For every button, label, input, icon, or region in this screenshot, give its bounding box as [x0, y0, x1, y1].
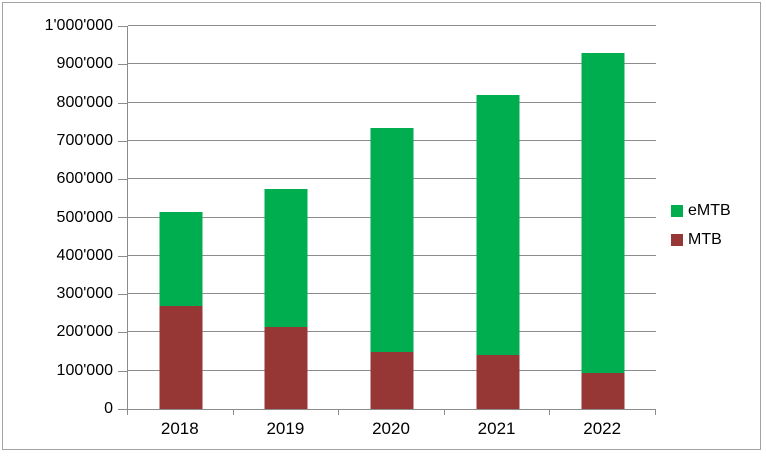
gridline-1000000	[128, 25, 656, 26]
bar-2022	[581, 52, 625, 409]
bar-segment-2018-mtb	[159, 305, 203, 409]
legend-entry-mtb: MTB	[671, 231, 731, 249]
gridline-800000	[128, 101, 656, 103]
bar-segment-2020-emtb	[370, 127, 414, 352]
legend-swatch-icon	[671, 234, 683, 246]
x-axis-tick	[443, 410, 445, 415]
x-axis-label: 2019	[266, 419, 305, 438]
y-axis-label: 1'000'000	[44, 17, 113, 34]
legend-label: eMTB	[688, 202, 731, 219]
y-axis-tick	[118, 409, 127, 410]
y-axis-tick	[118, 217, 127, 218]
legend-entry-emtb: eMTB	[671, 202, 731, 220]
bar-segment-2019-mtb	[264, 326, 308, 409]
x-axis-tick	[338, 410, 340, 415]
bar-segment-2021-mtb	[476, 355, 520, 409]
y-axis-label: 200'000	[56, 323, 113, 341]
x-axis-tick	[655, 410, 656, 415]
y-axis-tick	[118, 64, 127, 65]
y-axis-label: 400'000	[56, 246, 113, 264]
y-axis-tick	[118, 332, 127, 333]
plot-area	[127, 25, 656, 410]
y-axis-tick	[118, 179, 127, 180]
y-axis-tick	[118, 371, 127, 372]
chart-frame: 0 100'000 200'000 300'000 400'000 500'000 600'…	[2, 2, 761, 450]
bar-segment-2019-emtb	[264, 188, 308, 327]
y-axis-tick	[118, 141, 127, 142]
bar-segment-2022-emtb	[581, 52, 625, 373]
bar-2019	[264, 188, 308, 409]
bar-2021	[476, 94, 520, 409]
x-axis-tick	[232, 410, 234, 415]
x-axis-label: 2022	[583, 419, 622, 438]
y-axis-label: 500'000	[56, 208, 113, 226]
y-axis-label: 900'000	[56, 55, 113, 73]
y-axis-tick	[118, 26, 127, 27]
y-axis-label: 800'000	[56, 93, 113, 111]
y-axis-labels: 0 100'000 200'000 300'000 400'000 500'000 600'…	[3, 17, 113, 417]
gridline-900000	[128, 63, 656, 65]
legend-label: MTB	[688, 231, 722, 248]
bar-2018	[159, 211, 203, 409]
bar-segment-2018-emtb	[159, 211, 203, 306]
x-axis-label: 2018	[160, 419, 199, 438]
x-axis-label: 2021	[477, 419, 516, 438]
y-axis-label: 700'000	[56, 131, 113, 149]
y-axis-tick	[118, 103, 127, 104]
x-axis-label: 2020	[372, 419, 410, 438]
y-axis-label: 0	[104, 400, 113, 417]
y-axis-tick	[118, 256, 127, 257]
bar-segment-2020-mtb	[370, 351, 414, 409]
y-axis-label: 600'000	[56, 170, 113, 188]
x-axis-tick	[549, 410, 551, 415]
bar-segment-2022-mtb	[581, 372, 625, 409]
y-axis-label: 100'000	[56, 361, 113, 379]
bar-2020	[370, 127, 414, 409]
x-axis-tick	[127, 410, 128, 415]
legend-swatch-icon	[671, 205, 683, 217]
legend: eMTB MTB	[671, 202, 731, 249]
bar-segment-2021-emtb	[476, 94, 520, 356]
y-axis-label: 300'000	[56, 285, 113, 303]
y-axis-tick	[118, 294, 127, 295]
